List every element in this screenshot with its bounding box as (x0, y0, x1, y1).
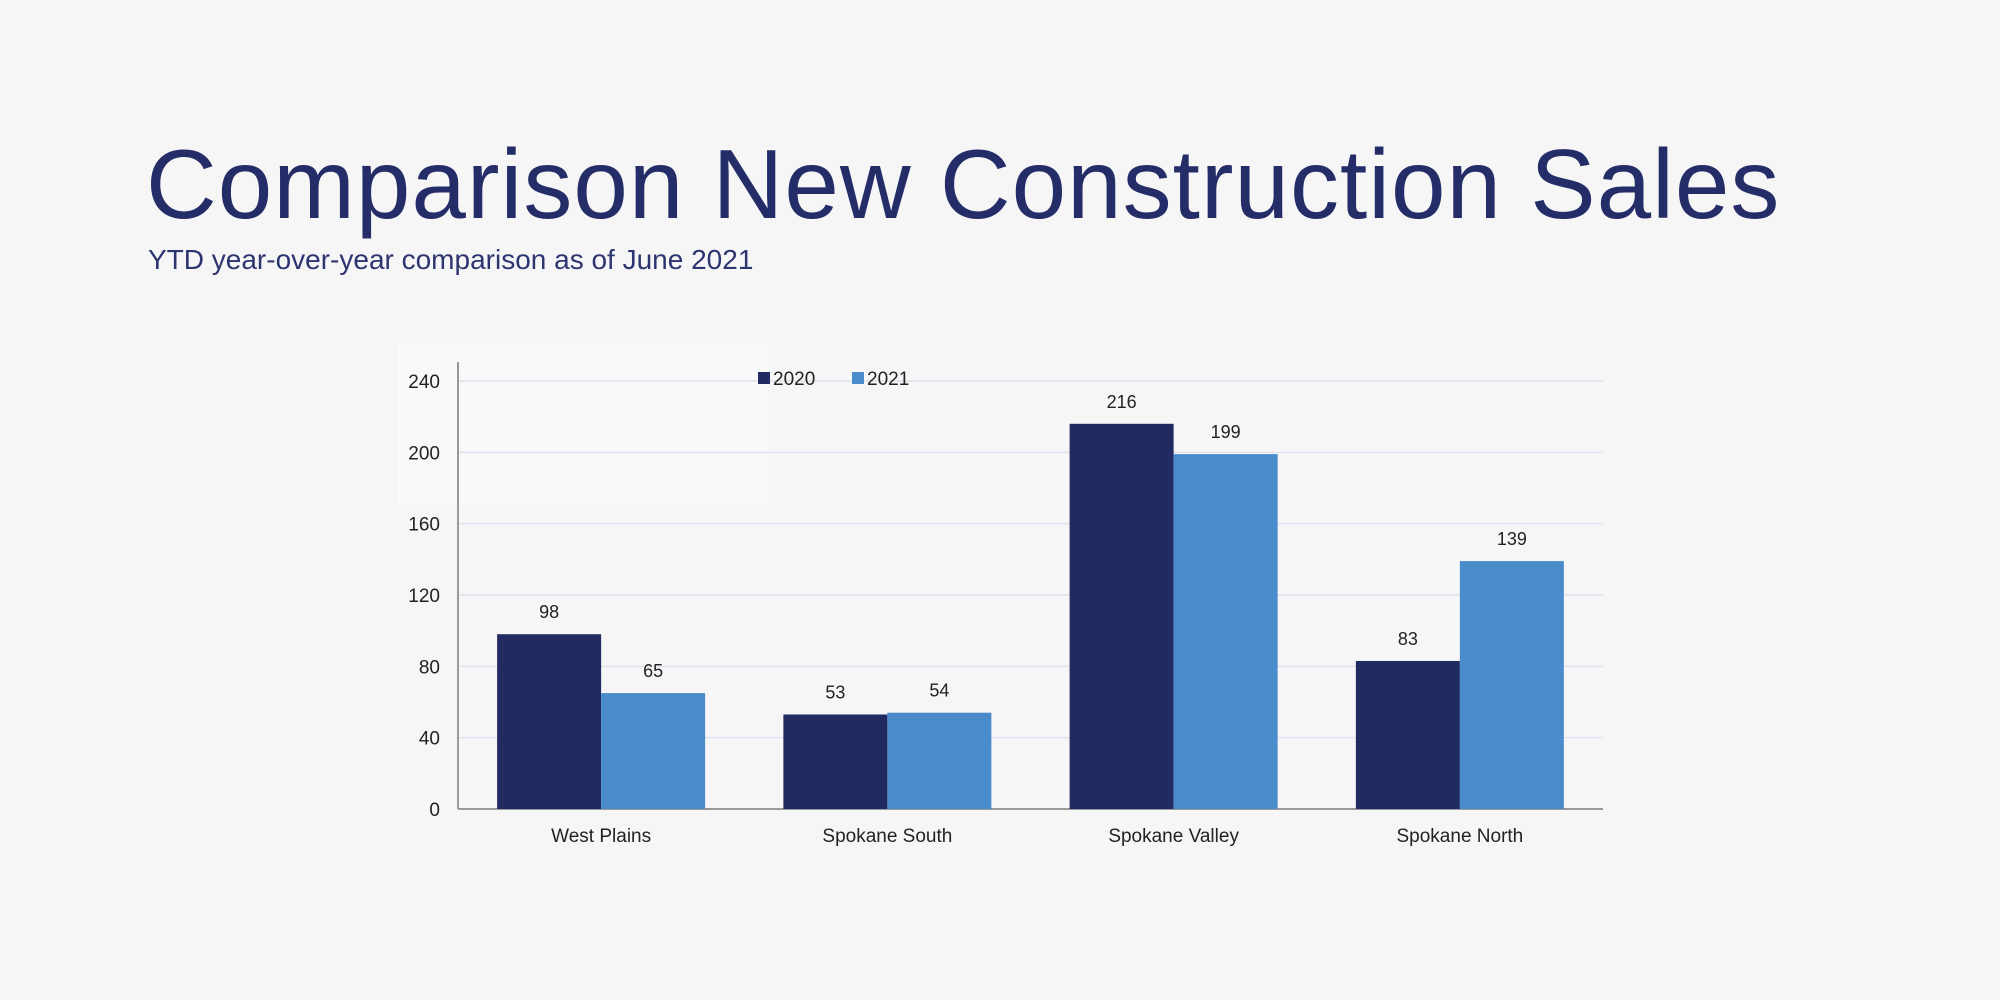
legend-label: 2021 (867, 369, 909, 390)
y-tick-label: 160 (408, 515, 440, 536)
legend-label: 2020 (773, 369, 815, 390)
y-tick-label: 0 (429, 800, 440, 821)
y-tick-label: 40 (419, 729, 440, 750)
bar-2020-0 (497, 634, 602, 809)
y-tick-label: 240 (408, 372, 440, 393)
y-tick-label: 80 (419, 657, 440, 678)
x-tick-label: Spokane North (1397, 826, 1524, 847)
legend-swatch-2021 (852, 372, 864, 384)
data-label: 139 (1497, 529, 1527, 549)
page-subtitle: YTD year-over-year comparison as of June… (148, 244, 754, 275)
bar-2021-1 (887, 712, 992, 809)
background-panel (398, 344, 768, 504)
data-label: 199 (1211, 422, 1241, 442)
bar-2020-1 (783, 714, 888, 809)
y-tick-label: 120 (408, 586, 440, 607)
bar-2021-0 (601, 693, 706, 809)
x-tick-label: West Plains (551, 826, 651, 847)
bar-2020-3 (1355, 660, 1460, 809)
data-label: 53 (825, 682, 845, 702)
data-label: 83 (1398, 629, 1418, 649)
page-title: Comparison New Construction Sales (146, 129, 1781, 239)
bar-2021-2 (1173, 454, 1278, 809)
bar-2020-2 (1069, 423, 1174, 809)
bar-2021-3 (1459, 561, 1564, 809)
data-label: 216 (1107, 392, 1137, 412)
legend-swatch-2020 (758, 372, 770, 384)
y-tick-label: 200 (408, 443, 440, 464)
data-label: 54 (929, 681, 949, 701)
data-label: 65 (643, 661, 663, 681)
x-tick-label: Spokane South (822, 826, 952, 847)
x-tick-label: Spokane Valley (1108, 826, 1239, 847)
data-label: 98 (539, 602, 559, 622)
